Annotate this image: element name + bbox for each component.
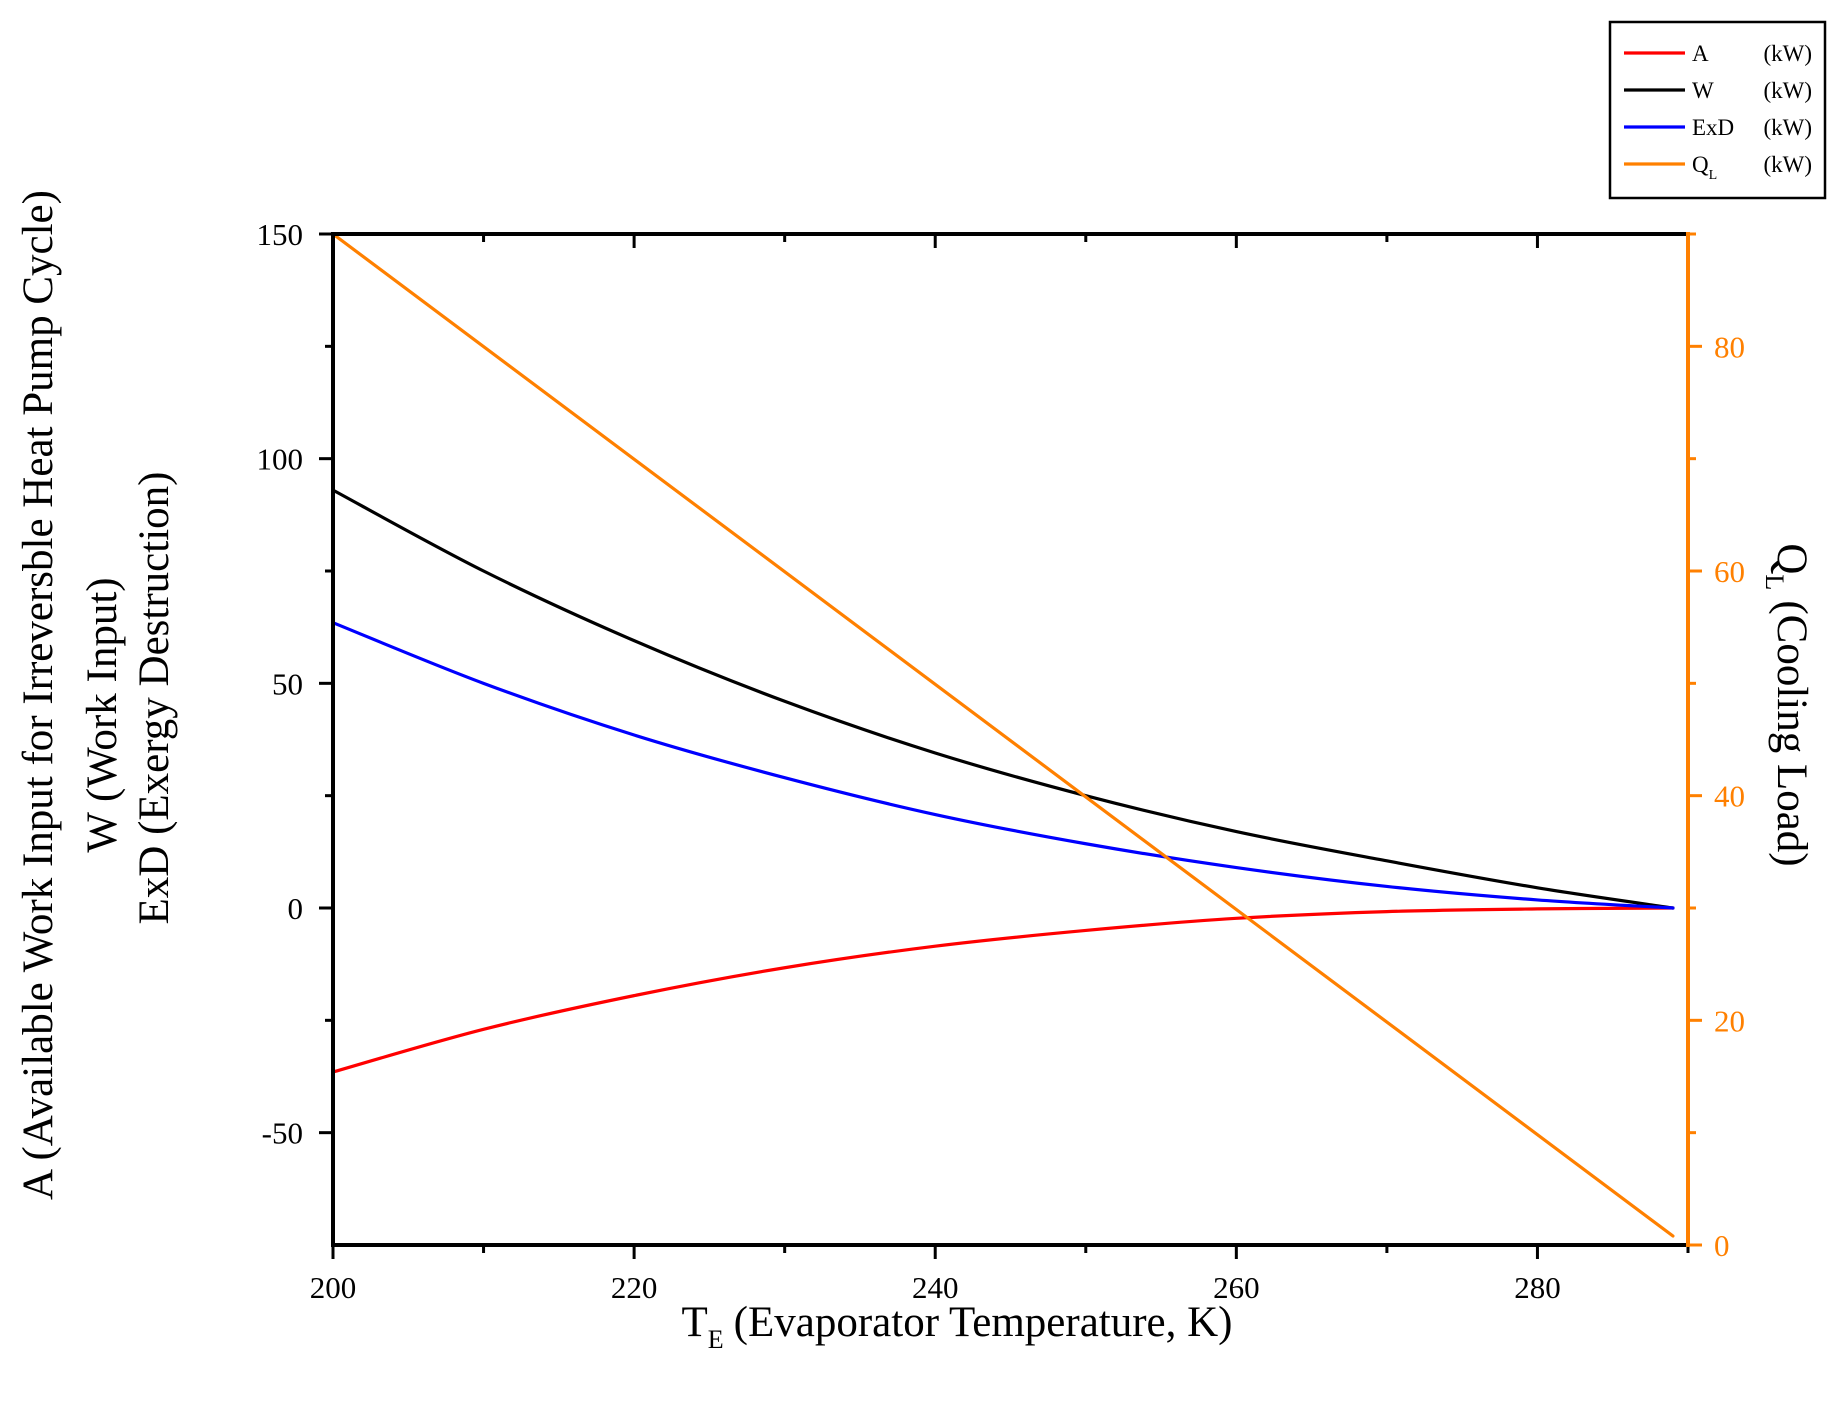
legend: A (kW) W (kW) ExD (kW) QL (kW) [1608, 20, 1827, 200]
series-line-QL [331, 232, 1675, 1238]
y-right-tick-label: 20 [1714, 1003, 1745, 1038]
y-axis-title-line-2: W (Work Input) [79, 577, 126, 852]
legend-label-A: A [1692, 41, 1709, 66]
series-line-W [331, 488, 1675, 910]
series-line-A [331, 906, 1675, 1074]
legend-subscript: L [1709, 168, 1718, 183]
y-axis-title-line-1: A (Available Work Input for Irreversble … [15, 190, 62, 1200]
y-left-tick-label: 150 [257, 217, 304, 252]
legend-name: ExD [1692, 115, 1734, 140]
legend-name: A [1692, 41, 1709, 66]
y-axis-title-right: QL(Cooling Load) [1760, 543, 1815, 866]
series-line-ExD [331, 621, 1675, 910]
y-left-tick-label: 0 [288, 891, 304, 926]
legend-label-QL: QL [1692, 152, 1717, 183]
legend-unit-A: (kW) [1763, 41, 1812, 66]
y-left-tick-label: 100 [257, 442, 304, 477]
axis-ticks: 200 220 240 260 280 -50 0 50 100 150 0 20 40 60 80 [257, 217, 1746, 1305]
legend-name: Q [1692, 152, 1709, 177]
y-axis-title-line-3: ExD (Exergy Destruction) [131, 472, 178, 925]
x-tick-label: 240 [912, 1270, 959, 1305]
legend-name: W [1692, 78, 1714, 103]
y-right-tick-label: 60 [1714, 554, 1745, 589]
legend-label-W: W [1692, 78, 1714, 103]
y-axis-title-left: A (Available Work Input for Irreversble … [15, 190, 178, 1200]
x-tick-label: 220 [611, 1270, 658, 1305]
series-layer [331, 232, 1675, 1238]
y-left-tick-label: 50 [272, 666, 303, 701]
legend-unit-W: (kW) [1763, 78, 1812, 103]
legend-unit-ExD: (kW) [1763, 115, 1812, 140]
x-tick-label: 260 [1213, 1270, 1260, 1305]
y-right-tick-label: 40 [1714, 779, 1745, 814]
legend-box [1608, 20, 1827, 200]
y-right-tick-label: 80 [1714, 329, 1745, 364]
y-left-tick-label: -50 [262, 1116, 303, 1151]
plot-frame [331, 232, 1690, 1247]
legend-label-ExD: ExD [1692, 115, 1734, 140]
legend-unit-QL: (kW) [1763, 152, 1812, 177]
x-tick-label: 200 [310, 1270, 357, 1305]
y-right-tick-label: 0 [1714, 1228, 1730, 1263]
x-axis-title: TE (Evaporator Temperature, K) [682, 1299, 1233, 1354]
x-tick-label: 280 [1514, 1270, 1561, 1305]
